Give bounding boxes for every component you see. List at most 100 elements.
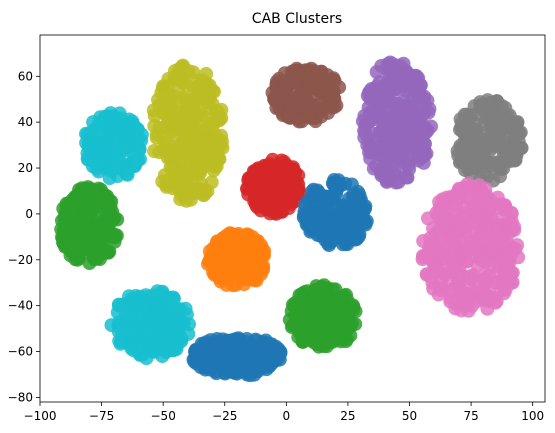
y-tick-label: −40 bbox=[8, 299, 33, 313]
scatter-point bbox=[101, 198, 116, 213]
scatter-point bbox=[319, 328, 333, 343]
scatter-point bbox=[498, 282, 513, 297]
scatter-point bbox=[427, 263, 442, 278]
scatter-point bbox=[411, 120, 426, 135]
scatter-point bbox=[431, 287, 446, 302]
scatter-point bbox=[493, 169, 507, 184]
scatter-point bbox=[192, 131, 207, 146]
scatter-point bbox=[290, 109, 305, 124]
scatter-point bbox=[173, 61, 188, 76]
cluster-5 bbox=[240, 152, 307, 221]
scatter-point bbox=[393, 103, 408, 118]
scatter-point bbox=[110, 212, 125, 227]
scatter-point bbox=[335, 318, 350, 332]
scatter-point bbox=[483, 135, 498, 150]
y-tick-label: 60 bbox=[18, 69, 33, 83]
scatter-point bbox=[267, 189, 282, 204]
scatter-point bbox=[91, 118, 106, 133]
scatter-point bbox=[250, 353, 265, 368]
scatter-point bbox=[295, 329, 309, 343]
scatter-point bbox=[138, 338, 153, 353]
scatter-point bbox=[399, 66, 414, 80]
cluster-12 bbox=[186, 331, 288, 383]
cluster-7 bbox=[54, 180, 125, 270]
x-tick-label: 25 bbox=[340, 409, 355, 423]
x-tick-label: −75 bbox=[89, 409, 114, 423]
scatter-point bbox=[151, 302, 166, 317]
scatter-point bbox=[481, 213, 496, 228]
scatter-point bbox=[116, 160, 131, 174]
scatter-point bbox=[486, 292, 500, 307]
scatter-point bbox=[262, 157, 277, 172]
y-tick-label: −80 bbox=[8, 390, 33, 404]
scatter-point bbox=[168, 136, 182, 151]
scatter-point bbox=[491, 126, 506, 141]
scatter-point bbox=[508, 129, 523, 144]
scatter-point bbox=[206, 117, 221, 132]
x-tick-label: 75 bbox=[463, 409, 478, 423]
x-tick-label: 0 bbox=[283, 409, 291, 423]
scatter-point bbox=[124, 122, 138, 137]
scatter-point bbox=[458, 163, 473, 178]
scatter-point bbox=[454, 116, 469, 131]
y-tick-label: 20 bbox=[18, 161, 33, 175]
scatter-point bbox=[206, 145, 220, 160]
scatter-point bbox=[288, 309, 303, 323]
scatter-point bbox=[158, 335, 173, 350]
scatter-point bbox=[227, 365, 242, 380]
cluster-10 bbox=[104, 284, 196, 366]
scatter-point bbox=[374, 168, 389, 183]
scatter-point bbox=[163, 160, 178, 175]
scatter-point bbox=[221, 269, 236, 284]
scatter-point bbox=[346, 299, 361, 314]
cluster-9 bbox=[415, 177, 526, 318]
scatter-point bbox=[189, 162, 204, 177]
scatter-point bbox=[312, 84, 327, 99]
scatter-point bbox=[93, 140, 107, 155]
scatter-point bbox=[363, 137, 378, 152]
scatter-point bbox=[501, 218, 516, 233]
scatter-point bbox=[404, 81, 419, 96]
scatter-point bbox=[479, 106, 494, 121]
scatter-point bbox=[307, 107, 322, 122]
scatter-point bbox=[497, 109, 512, 124]
scatter-point bbox=[124, 340, 139, 355]
scatter-point bbox=[402, 149, 417, 164]
scatter-point bbox=[326, 210, 340, 225]
cluster-1 bbox=[355, 55, 438, 190]
cluster-0 bbox=[265, 61, 347, 129]
scatter-point bbox=[329, 328, 344, 343]
scatter-point bbox=[175, 161, 190, 176]
scatter-point bbox=[409, 103, 424, 118]
scatter-point bbox=[508, 145, 523, 160]
scatter-point bbox=[348, 317, 363, 332]
scatter-point bbox=[114, 130, 129, 145]
scatter-point bbox=[257, 198, 272, 213]
scatter-point bbox=[209, 159, 224, 174]
scatter-point bbox=[85, 202, 100, 216]
scatter-point bbox=[273, 175, 287, 190]
y-tick-label: −60 bbox=[8, 345, 33, 359]
scatter-point bbox=[383, 144, 397, 159]
y-tick-label: −20 bbox=[8, 253, 33, 267]
scatter-point bbox=[317, 290, 332, 304]
scatter-point bbox=[370, 79, 384, 94]
x-axis: −100 −75 −50 −25 0 25 50 75 100 bbox=[24, 402, 544, 423]
scatter-point bbox=[250, 243, 265, 258]
scatter-point bbox=[284, 194, 298, 209]
chart-title: CAB Clusters bbox=[252, 11, 342, 27]
x-tick-label: −100 bbox=[24, 409, 57, 423]
scatter-point bbox=[266, 350, 281, 365]
x-tick-label: 50 bbox=[402, 409, 417, 423]
scatter-point bbox=[198, 186, 212, 201]
scatter-point bbox=[252, 172, 267, 186]
scatter-point bbox=[336, 216, 351, 231]
scatter-point bbox=[199, 79, 214, 94]
scatter-point bbox=[113, 145, 128, 160]
scatter-point bbox=[493, 197, 508, 212]
x-tick-label: −25 bbox=[212, 409, 237, 423]
scatter-point bbox=[399, 137, 414, 152]
scatter-point bbox=[338, 201, 353, 216]
scatter-point bbox=[383, 84, 397, 99]
points-layer bbox=[54, 55, 529, 383]
